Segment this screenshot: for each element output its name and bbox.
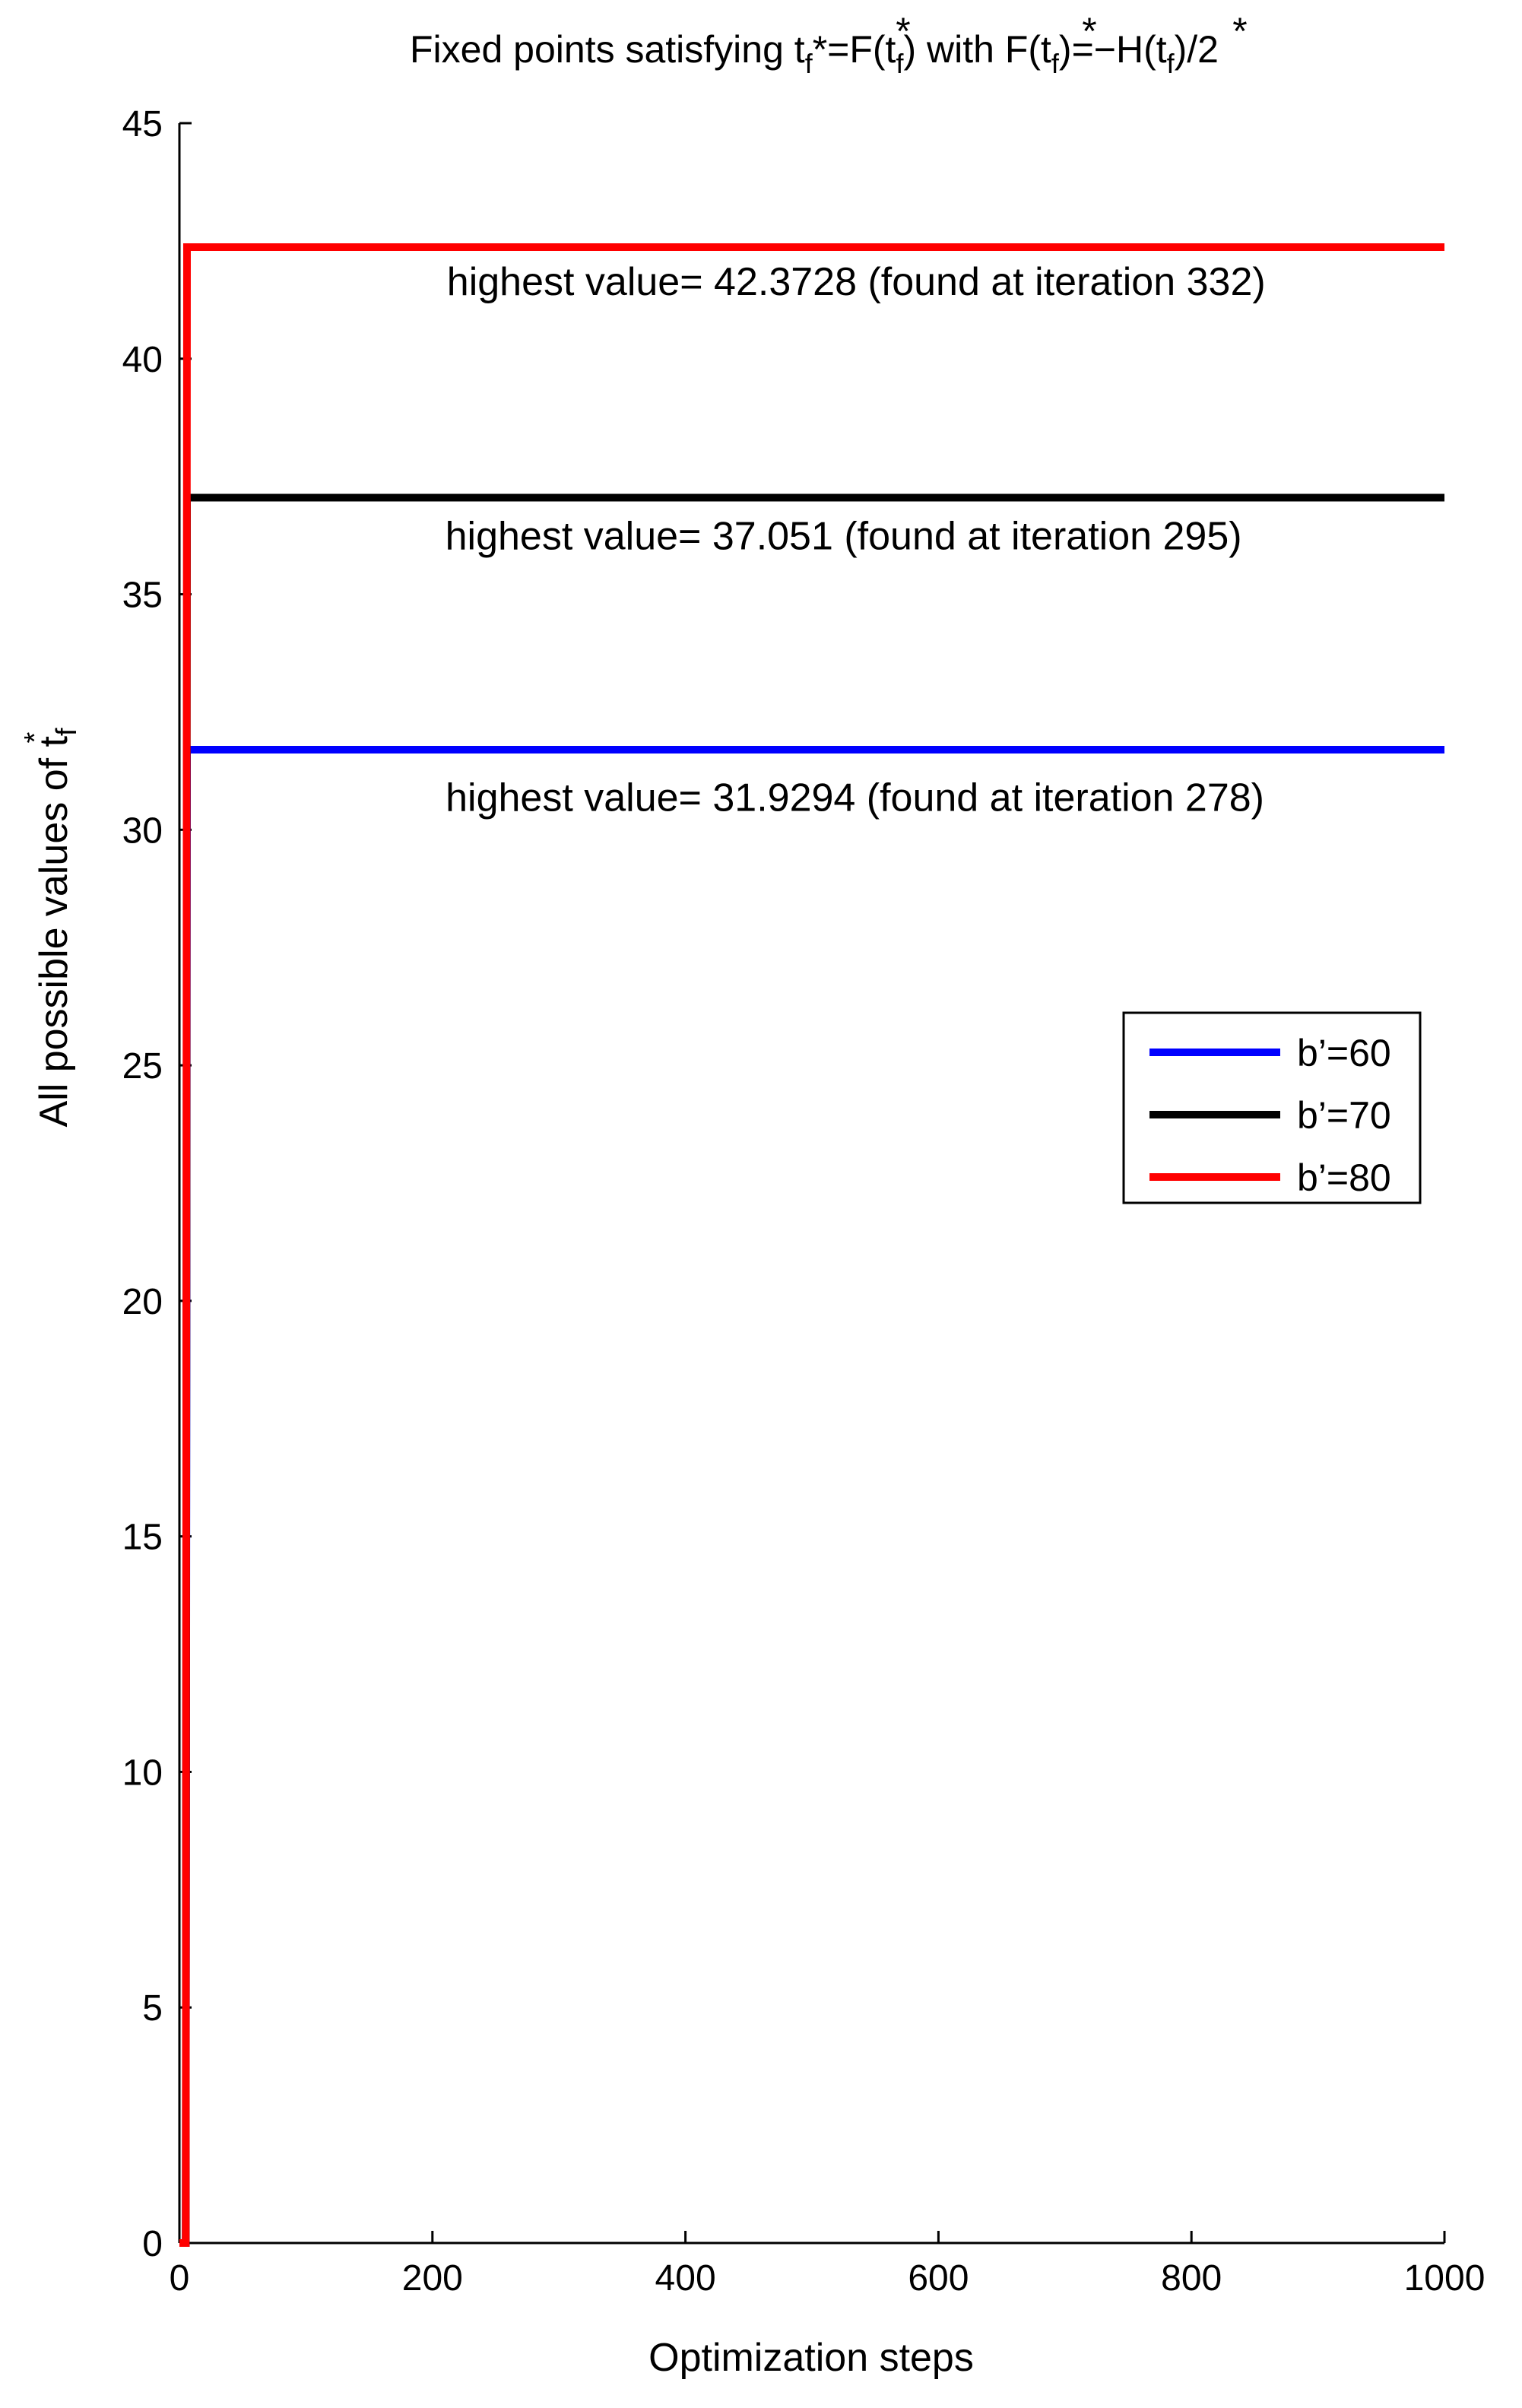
annotation-2: highest value= 37.051 (found at iteratio…: [446, 515, 1242, 559]
y-tick-label: 5: [142, 1988, 163, 2029]
y-tick-label: 10: [122, 1753, 163, 1793]
x-tick-label: 0: [170, 2258, 190, 2299]
legend-label-1: b’=60: [1297, 1032, 1391, 1074]
legend: b’=60 b’=70 b’=80: [1122, 1011, 1422, 1204]
title-star-1: *: [896, 10, 910, 52]
y-tick-label: 40: [122, 340, 163, 380]
chart-title: Fixed points satisfying tf*=F(tf) with F…: [410, 28, 1219, 79]
y-tick-label: 25: [122, 1046, 163, 1087]
y-tick-label: 30: [122, 811, 163, 851]
y-tick-label: 20: [122, 1282, 163, 1322]
x-tick-label: 800: [1161, 2258, 1222, 2299]
y-tick-label: 35: [122, 576, 163, 616]
y-tick-label: 45: [122, 104, 163, 144]
legend-label-2: b’=70: [1297, 1094, 1391, 1137]
series-line-3: [179, 243, 1444, 2247]
annotation-1: highest value= 42.3728 (found at iterati…: [447, 260, 1266, 304]
legend-label-3: b’=80: [1297, 1156, 1391, 1199]
x-tick-label: 200: [402, 2258, 463, 2299]
legend-box: [1122, 1011, 1422, 1204]
series-line-1: [179, 746, 1444, 2247]
x-tick-label: 400: [655, 2258, 716, 2299]
x-tick-label: 600: [908, 2258, 969, 2299]
title-star-3: *: [1232, 10, 1247, 52]
annotation-3: highest value= 31.9294 (found at iterati…: [446, 776, 1264, 820]
title-stars: * * *: [896, 10, 1247, 52]
series-line-2: [179, 493, 1444, 2247]
y-tick-label: 15: [122, 1518, 163, 1558]
plot-area: 0 200 400 600 800 1000 0 5 10 15 20 25 30 35 40 45 highe…: [122, 104, 1486, 2299]
x-tick-label: 1000: [1404, 2258, 1486, 2299]
y-tick-label: 0: [142, 2224, 163, 2264]
x-axis-label: Optimization steps: [648, 2336, 974, 2380]
y-axis-label: All possible values of tf*: [19, 728, 83, 1128]
title-star-2: *: [1082, 10, 1096, 52]
